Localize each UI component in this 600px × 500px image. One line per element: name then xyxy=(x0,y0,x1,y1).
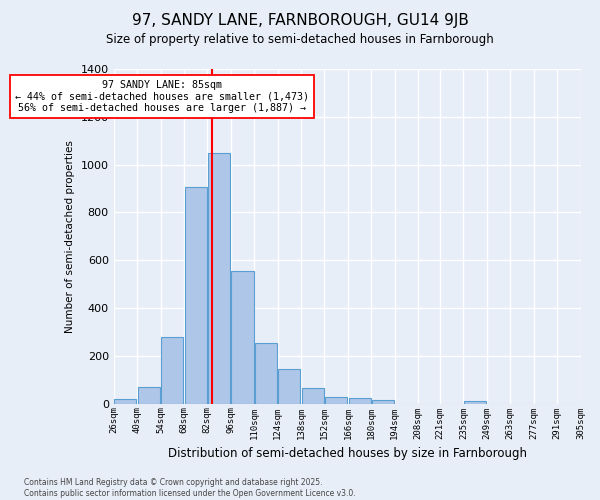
Bar xyxy=(115,399,136,404)
Bar xyxy=(255,343,277,404)
Bar xyxy=(208,153,230,404)
Bar xyxy=(464,401,486,404)
Bar xyxy=(138,388,160,404)
Bar xyxy=(185,188,206,404)
Bar xyxy=(232,271,254,404)
Bar xyxy=(325,397,347,404)
Text: 97 SANDY LANE: 85sqm
← 44% of semi-detached houses are smaller (1,473)
56% of se: 97 SANDY LANE: 85sqm ← 44% of semi-detac… xyxy=(15,80,309,113)
Bar xyxy=(372,400,394,404)
Bar xyxy=(302,388,324,404)
X-axis label: Distribution of semi-detached houses by size in Farnborough: Distribution of semi-detached houses by … xyxy=(167,447,527,460)
Bar xyxy=(349,398,371,404)
Text: Contains HM Land Registry data © Crown copyright and database right 2025.
Contai: Contains HM Land Registry data © Crown c… xyxy=(24,478,356,498)
Text: 97, SANDY LANE, FARNBOROUGH, GU14 9JB: 97, SANDY LANE, FARNBOROUGH, GU14 9JB xyxy=(131,12,469,28)
Text: Size of property relative to semi-detached houses in Farnborough: Size of property relative to semi-detach… xyxy=(106,32,494,46)
Bar xyxy=(161,337,183,404)
Bar xyxy=(278,370,301,404)
Y-axis label: Number of semi-detached properties: Number of semi-detached properties xyxy=(65,140,75,333)
